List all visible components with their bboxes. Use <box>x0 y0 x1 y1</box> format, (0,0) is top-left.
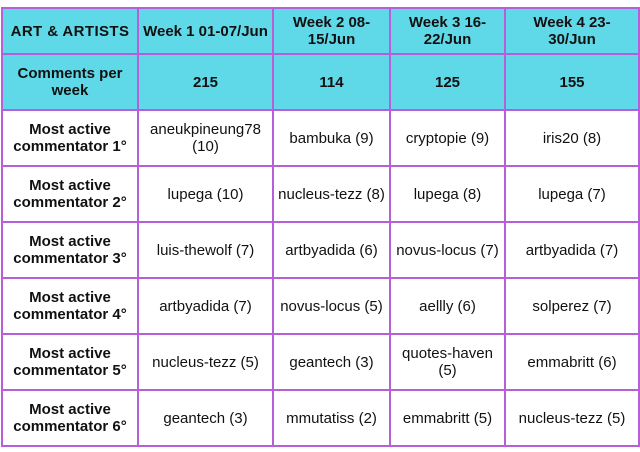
row-label: Most active commentator 2° <box>1 165 139 223</box>
commentator-cell: quotes-haven (5) <box>389 333 506 391</box>
commentator-cell: emmabritt (5) <box>389 389 506 447</box>
commentator-cell: artbyadida (7) <box>137 277 274 335</box>
row-label: Most active commentator 6° <box>1 389 139 447</box>
commentator-cell: lupega (8) <box>389 165 506 223</box>
commentator-cell: iris20 (8) <box>504 109 640 167</box>
commentator-cell: emmabritt (6) <box>504 333 640 391</box>
commentator-cell: luis-thewolf (7) <box>137 221 274 279</box>
commentator-row-2: Most active commentator 2° lupega (10) n… <box>1 165 640 223</box>
commentator-cell: bambuka (9) <box>272 109 391 167</box>
commentator-row-4: Most active commentator 4° artbyadida (7… <box>1 277 640 335</box>
week-4-header: Week 4 23-30/Jun <box>504 7 640 55</box>
corner-label: ART & ARTISTS <box>1 7 139 55</box>
commentator-cell: solperez (7) <box>504 277 640 335</box>
commentator-cell: novus-locus (5) <box>272 277 391 335</box>
week-3-comments: 125 <box>389 53 506 111</box>
week-4-comments: 155 <box>504 53 640 111</box>
commentator-cell: nucleus-tezz (8) <box>272 165 391 223</box>
commentator-cell: artbyadida (6) <box>272 221 391 279</box>
commentator-cell: artbyadida (7) <box>504 221 640 279</box>
commentator-row-5: Most active commentator 5° nucleus-tezz … <box>1 333 640 391</box>
commentator-cell: nucleus-tezz (5) <box>137 333 274 391</box>
commentator-cell: geantech (3) <box>137 389 274 447</box>
row-label: Most active commentator 1° <box>1 109 139 167</box>
week-header-row: ART & ARTISTS Week 1 01-07/Jun Week 2 08… <box>1 7 640 55</box>
comments-per-week-label: Comments per week <box>1 53 139 111</box>
commentator-cell: lupega (7) <box>504 165 640 223</box>
commentator-row-3: Most active commentator 3° luis-thewolf … <box>1 221 640 279</box>
commentator-cell: mmutatiss (2) <box>272 389 391 447</box>
commentator-cell: geantech (3) <box>272 333 391 391</box>
week-1-comments: 215 <box>137 53 274 111</box>
commentator-cell: novus-locus (7) <box>389 221 506 279</box>
row-label: Most active commentator 5° <box>1 333 139 391</box>
weekly-commentators-table: ART & ARTISTS Week 1 01-07/Jun Week 2 08… <box>1 7 640 447</box>
comments-row: Comments per week 215 114 125 155 <box>1 53 640 111</box>
commentator-cell: cryptopie (9) <box>389 109 506 167</box>
commentator-cell: aneukpineung78 (10) <box>137 109 274 167</box>
week-2-header: Week 2 08-15/Jun <box>272 7 391 55</box>
commentator-cell: nucleus-tezz (5) <box>504 389 640 447</box>
week-2-comments: 114 <box>272 53 391 111</box>
week-1-header: Week 1 01-07/Jun <box>137 7 274 55</box>
week-3-header: Week 3 16-22/Jun <box>389 7 506 55</box>
commentator-cell: lupega (10) <box>137 165 274 223</box>
commentator-row-6: Most active commentator 6° geantech (3) … <box>1 389 640 447</box>
commentator-row-1: Most active commentator 1° aneukpineung7… <box>1 109 640 167</box>
row-label: Most active commentator 4° <box>1 277 139 335</box>
row-label: Most active commentator 3° <box>1 221 139 279</box>
commentator-cell: aellly (6) <box>389 277 506 335</box>
